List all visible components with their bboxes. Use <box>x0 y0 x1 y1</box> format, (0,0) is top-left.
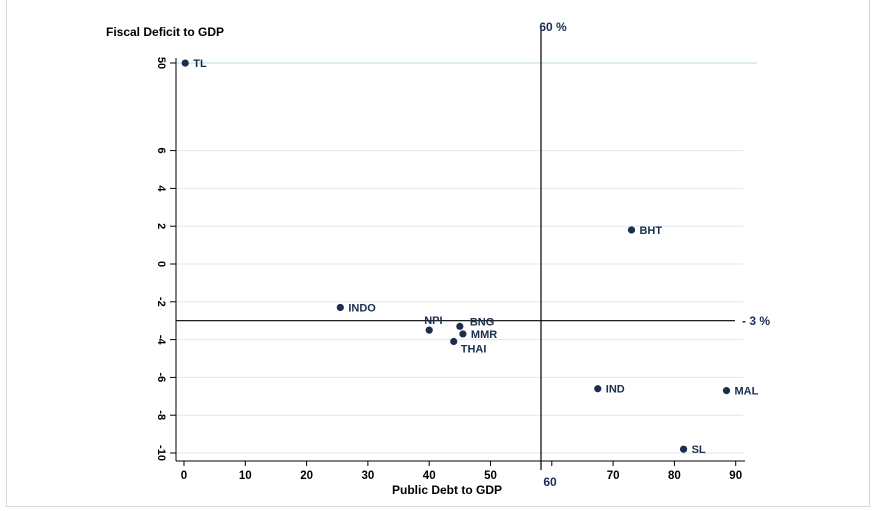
data-point-tl <box>181 59 189 67</box>
data-label-ind: IND <box>606 384 625 396</box>
data-point-bng <box>456 322 464 330</box>
y-tick-label: -8 <box>155 410 167 420</box>
data-label-thai: THAI <box>461 343 487 355</box>
data-point-mmr <box>459 330 467 338</box>
gridlines <box>176 62 757 454</box>
y-axis-title: Fiscal Deficit to GDP <box>106 25 224 39</box>
chart-frame <box>6 0 870 507</box>
data-label-mmr: MMR <box>471 329 497 341</box>
ticks: -10 -8 -6 -4 -2 0 2 4 6 50 0 10 20 30 40 50 70 80 90 <box>155 57 742 482</box>
x-tick-label: 80 <box>668 470 681 482</box>
data-label-bht: BHT <box>639 225 662 237</box>
data-point-ind <box>594 385 602 393</box>
y-tick-label: 6 <box>155 148 167 154</box>
ref-line-x-label: 60 % <box>539 20 567 34</box>
x-axis-title: Public Debt to GDP <box>392 483 502 497</box>
x-tick-label: 30 <box>362 470 375 482</box>
data-point-npi <box>425 326 433 334</box>
y-tick-label: -6 <box>155 373 167 383</box>
x-tick-label: 50 <box>484 470 497 482</box>
data-label-mal: MAL <box>735 386 759 398</box>
data-label-bng: BNG <box>470 316 494 328</box>
x-tick-label: 70 <box>607 470 620 482</box>
y-tick-label: 4 <box>155 185 167 192</box>
y-tick-label: -2 <box>155 297 167 307</box>
axes <box>175 58 745 462</box>
data-point-sl <box>679 445 688 453</box>
data-label-tl: TL <box>193 58 207 70</box>
x-tick-label: 40 <box>423 470 436 482</box>
y-tick-label: -10 <box>155 445 167 461</box>
data-point-indo <box>336 303 344 312</box>
y-tick-label: 2 <box>155 223 167 229</box>
x-tick-label: 90 <box>729 470 742 482</box>
x-tick-label: 0 <box>181 470 187 482</box>
data-label-indo: INDO <box>348 302 376 314</box>
data-point-mal <box>722 387 731 395</box>
data-point-bht <box>627 226 636 234</box>
y-tick-label: -4 <box>155 335 167 346</box>
x-tick-label: 10 <box>239 470 252 482</box>
data-label-npi: NPI <box>424 315 442 327</box>
x-tick-label: 20 <box>300 470 313 482</box>
reference-lines <box>176 30 735 470</box>
ref-line-x-bottom-label: 60 <box>543 475 557 489</box>
ref-line-y-label: - 3 % <box>742 314 770 328</box>
y-tick-label: 0 <box>155 261 167 267</box>
data-point-thai <box>450 337 458 346</box>
data-label-sl: SL <box>692 444 706 456</box>
y-tick-label: 50 <box>155 57 167 69</box>
